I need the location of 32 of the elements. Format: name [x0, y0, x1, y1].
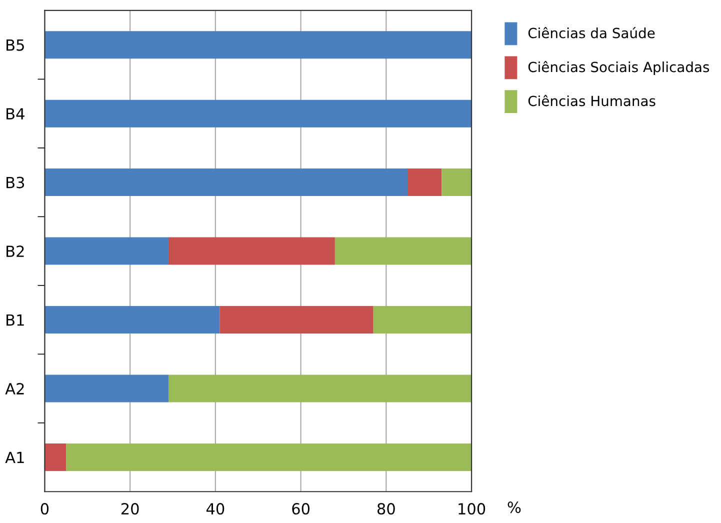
- bar: [44, 374, 168, 402]
- x-tick-label: 0: [40, 503, 49, 515]
- y-tick-label: A2: [5, 382, 24, 394]
- y-tick-label: B1: [6, 314, 24, 326]
- y-tick-label: B2: [6, 246, 24, 257]
- legend-label: Ciências Sociais Aplicadas: [528, 60, 710, 75]
- x-tick-label: 60: [292, 503, 310, 515]
- bar: [408, 168, 442, 196]
- bar: [168, 237, 335, 265]
- legend-label: Ciências Humanas: [528, 94, 656, 106]
- bar: [44, 306, 220, 334]
- bar: [44, 237, 168, 265]
- bar: [334, 237, 472, 265]
- x-tick-label: 40: [206, 503, 224, 515]
- x-axis-title: %: [508, 502, 521, 514]
- bar: [44, 100, 472, 128]
- x-tick-label: 20: [121, 503, 139, 515]
- x-tick-label: 80: [377, 503, 395, 515]
- bar: [373, 306, 472, 334]
- bar: [44, 168, 408, 196]
- bar: [220, 306, 374, 334]
- y-tick-label: B5: [6, 39, 24, 51]
- y-tick-label: A1: [5, 452, 24, 464]
- legend-label: Ciências da Saúde: [528, 26, 655, 38]
- x-tick-label: 100: [458, 503, 486, 515]
- bar: [66, 444, 472, 471]
- bar: [44, 444, 66, 471]
- y-tick-label: B4: [6, 108, 24, 120]
- y-tick-label: B3: [6, 176, 24, 188]
- bar: [442, 168, 472, 196]
- bar: [168, 374, 472, 402]
- bar: [44, 31, 472, 59]
